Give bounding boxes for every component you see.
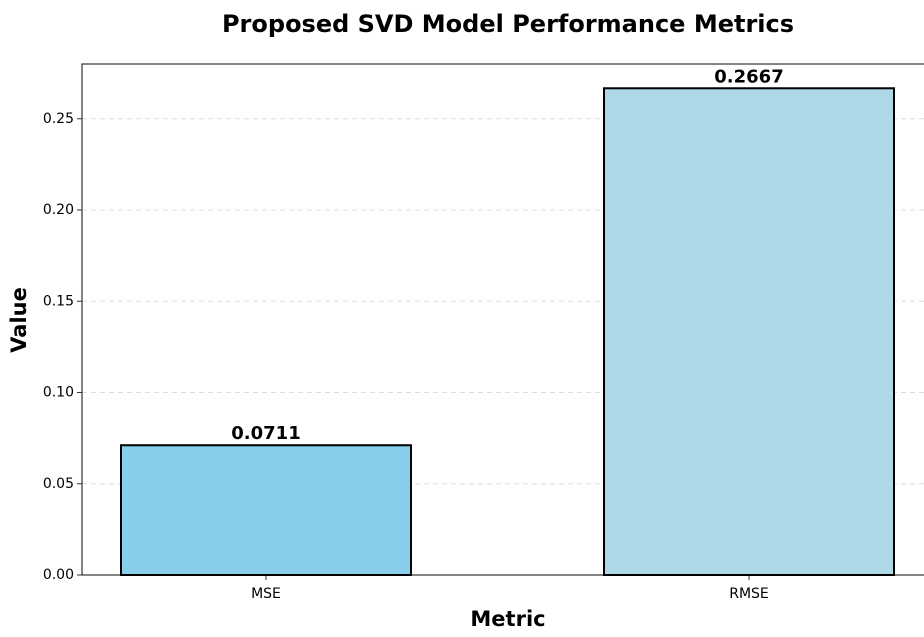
y-tick-label: 0.05 [43, 476, 74, 492]
y-axis-label: Value [7, 287, 31, 353]
y-tick-label: 0.00 [43, 567, 74, 583]
chart-title: Proposed SVD Model Performance Metrics [222, 10, 794, 38]
y-tick-label: 0.20 [43, 202, 74, 218]
x-tick-label: RMSE [729, 586, 769, 602]
x-axis-label: Metric [470, 607, 545, 631]
bar [603, 87, 895, 577]
bar [120, 444, 412, 576]
x-tick-label: MSE [251, 586, 281, 602]
data-label: 0.2667 [714, 66, 783, 87]
plot-frame [81, 63, 924, 576]
y-tick-label: 0.15 [43, 293, 74, 309]
y-tick-label: 0.10 [43, 385, 74, 401]
data-label: 0.0711 [231, 423, 300, 444]
y-tick-label: 0.25 [43, 111, 74, 127]
